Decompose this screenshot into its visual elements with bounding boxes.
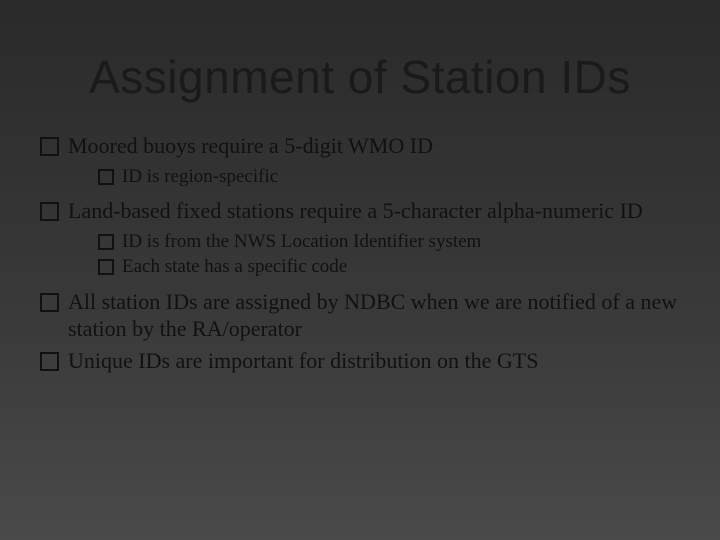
- bullet-item: Land-based fixed stations require a 5-ch…: [40, 197, 680, 280]
- sub-bullet-text: ID is from the NWS Location Identifier s…: [122, 231, 481, 252]
- bullet-text: Unique IDs are important for distributio…: [68, 348, 538, 373]
- sub-bullet-text: Each state has a specific code: [122, 256, 347, 277]
- bullet-list: Moored buoys require a 5-digit WMO ID ID…: [40, 132, 680, 374]
- bullet-text: Moored buoys require a 5-digit WMO ID: [68, 133, 433, 158]
- sub-bullet-text: ID is region-specific: [122, 166, 278, 187]
- bullet-text: Land-based fixed stations require a 5-ch…: [68, 198, 643, 223]
- bullet-item: Unique IDs are important for distributio…: [40, 347, 680, 375]
- slide-content: Assignment of Station IDs Moored buoys r…: [0, 0, 720, 398]
- sub-bullet-list: ID is region-specific: [98, 164, 680, 190]
- slide-title: Assignment of Station IDs: [40, 50, 680, 104]
- bullet-item: All station IDs are assigned by NDBC whe…: [40, 288, 680, 343]
- bullet-item: Moored buoys require a 5-digit WMO ID ID…: [40, 132, 680, 189]
- bullet-text: All station IDs are assigned by NDBC whe…: [68, 289, 677, 342]
- sub-bullet-item: ID is from the NWS Location Identifier s…: [98, 229, 680, 255]
- sub-bullet-item: Each state has a specific code: [98, 254, 680, 280]
- sub-bullet-item: ID is region-specific: [98, 164, 680, 190]
- sub-bullet-list: ID is from the NWS Location Identifier s…: [98, 229, 680, 280]
